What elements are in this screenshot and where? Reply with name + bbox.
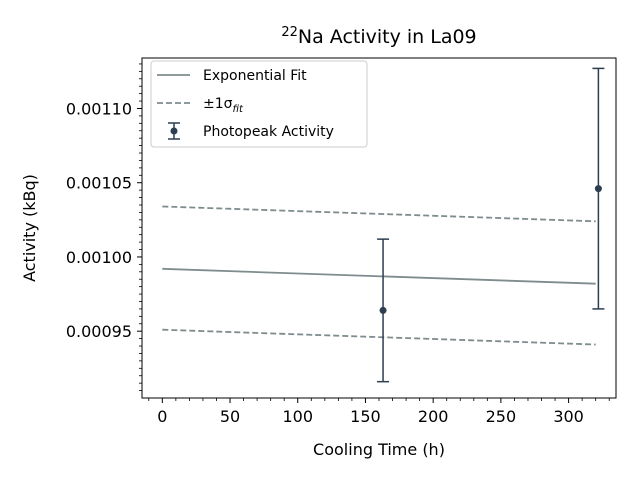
legend-points-swatch xyxy=(168,122,180,140)
y-axis-label: Activity (kBq) xyxy=(20,174,39,282)
sigma-band-line xyxy=(162,328,596,346)
title-superscript: 22 xyxy=(281,25,298,40)
x-tick-label: 250 xyxy=(486,407,517,426)
legend: Exponential Fit ±1σfit Photopeak Activit… xyxy=(150,60,368,148)
x-tick-label: 50 xyxy=(220,407,240,426)
x-axis: 0 50 100 150 200 250 300 xyxy=(148,398,610,426)
y-tick-label: 0.00100 xyxy=(66,248,132,267)
title-main: Na Activity in La09 xyxy=(298,26,477,48)
legend-sigma-label: ±1σfit xyxy=(203,96,244,115)
y-axis: 0.00095 0.00100 0.00105 0.00110 xyxy=(66,63,142,391)
fit-line xyxy=(162,267,596,285)
x-axis-label: Cooling Time (h) xyxy=(313,440,445,459)
data-point-1 xyxy=(377,238,390,383)
x-tick-label: 200 xyxy=(418,407,449,426)
x-tick-label: 100 xyxy=(282,407,313,426)
plot-errorbars xyxy=(377,67,605,383)
plot-lines xyxy=(162,205,596,346)
data-point-marker xyxy=(379,306,387,314)
sigma-band-line xyxy=(162,205,596,223)
legend-box xyxy=(150,60,368,148)
legend-points-label: Photopeak Activity xyxy=(203,124,334,140)
y-tick-label: 0.00095 xyxy=(66,322,132,341)
x-tick-label: 300 xyxy=(553,407,584,426)
x-tick-label: 150 xyxy=(350,407,381,426)
data-point-2 xyxy=(592,67,605,310)
legend-sigma-subscript: fit xyxy=(233,104,244,115)
x-tick-label: 0 xyxy=(157,407,167,426)
legend-sigma-prefix: ±1σ xyxy=(203,96,233,112)
legend-fit-label: Exponential Fit xyxy=(203,68,307,84)
chart-title: 22Na Activity in La09 xyxy=(281,25,476,48)
y-tick-label: 0.00110 xyxy=(66,99,132,118)
y-tick-label: 0.00105 xyxy=(66,174,132,193)
data-point-marker xyxy=(594,185,602,193)
